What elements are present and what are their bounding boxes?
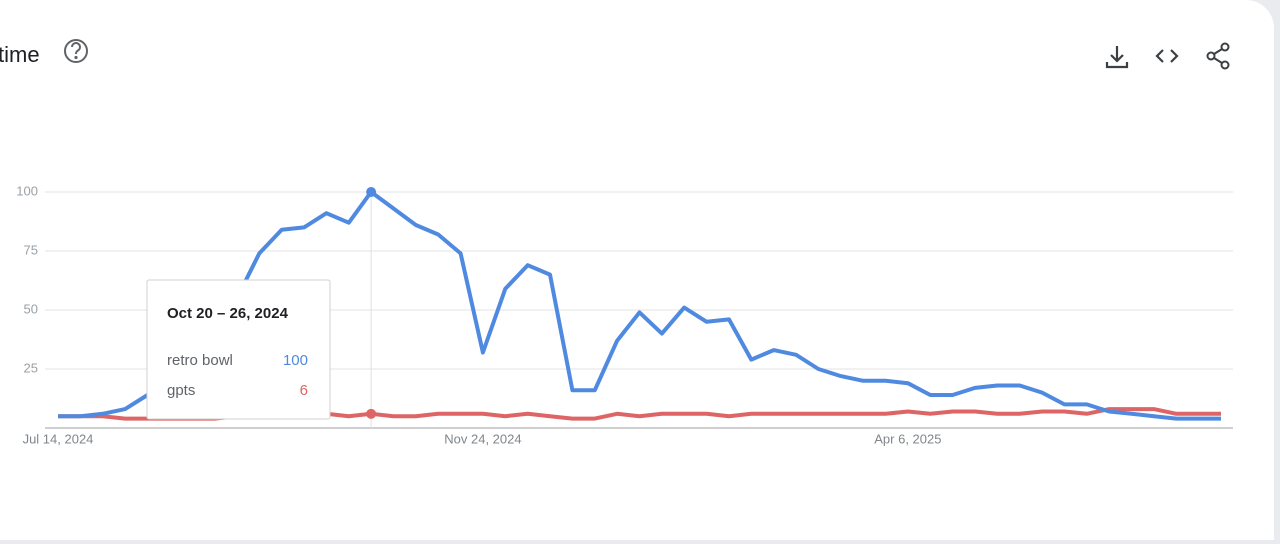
y-tick-label: 25 [24, 360, 38, 375]
hover-dot [366, 408, 377, 419]
embed-icon[interactable] [1155, 49, 1179, 63]
tooltip-title: Oct 20 – 26, 2024 [167, 305, 289, 322]
tooltip-label: gpts [167, 382, 195, 399]
y-tick-label: 100 [16, 183, 38, 198]
x-tick-label: Nov 24, 2024 [444, 431, 521, 446]
download-icon[interactable] [1105, 46, 1129, 69]
hover-dot [366, 187, 377, 197]
x-tick-label: Jul 14, 2024 [23, 431, 94, 446]
x-tick-label: Apr 6, 2025 [874, 431, 941, 446]
tooltip-box [146, 279, 331, 420]
help-icon[interactable] [64, 39, 88, 63]
tooltip-value: 100 [283, 352, 308, 369]
tooltip-value: 6 [300, 382, 308, 399]
series-line [58, 190, 1221, 421]
share-icon[interactable] [1206, 42, 1230, 70]
tooltip-label: retro bowl [167, 352, 233, 369]
card-title: time [0, 42, 40, 67]
y-tick-label: 75 [24, 242, 38, 257]
y-tick-label: 50 [24, 301, 38, 316]
